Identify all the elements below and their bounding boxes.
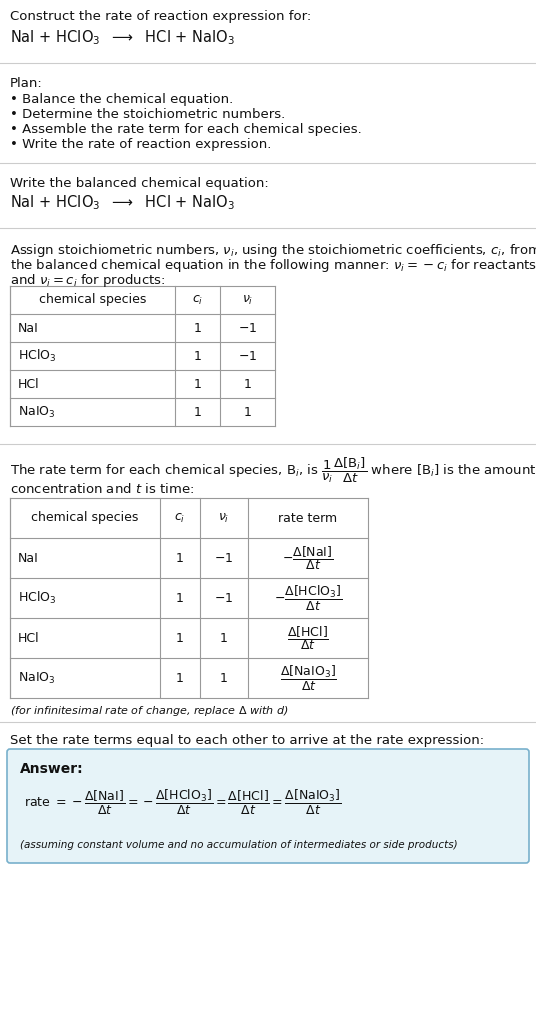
Text: Assign stoichiometric numbers, $\nu_i$, using the stoichiometric coefficients, $: Assign stoichiometric numbers, $\nu_i$, … xyxy=(10,242,536,259)
Text: $-1$: $-1$ xyxy=(214,591,234,605)
Text: $\dfrac{\Delta[\mathrm{NaIO_3}]}{\Delta t}$: $\dfrac{\Delta[\mathrm{NaIO_3}]}{\Delta … xyxy=(280,663,337,693)
Text: 1: 1 xyxy=(220,672,228,685)
Text: 1: 1 xyxy=(193,350,202,363)
Text: $-1$: $-1$ xyxy=(238,350,257,363)
Text: The rate term for each chemical species, B$_i$, is $\dfrac{1}{\nu_i}\dfrac{\Delt: The rate term for each chemical species,… xyxy=(10,456,536,486)
Text: 1: 1 xyxy=(193,405,202,419)
Text: NaI + HClO$_3$  $\longrightarrow$  HCl + NaIO$_3$: NaI + HClO$_3$ $\longrightarrow$ HCl + N… xyxy=(10,28,235,47)
Text: HClO$_3$: HClO$_3$ xyxy=(18,590,56,607)
Text: NaI: NaI xyxy=(18,552,39,565)
Text: • Balance the chemical equation.: • Balance the chemical equation. xyxy=(10,93,233,106)
Text: $\dfrac{\Delta[\mathrm{HCl}]}{\Delta t}$: $\dfrac{\Delta[\mathrm{HCl}]}{\Delta t}$ xyxy=(287,624,329,652)
Text: $-\dfrac{\Delta[\mathrm{NaI}]}{\Delta t}$: $-\dfrac{\Delta[\mathrm{NaI}]}{\Delta t}… xyxy=(282,544,334,572)
Text: Plan:: Plan: xyxy=(10,77,43,90)
Text: (for infinitesimal rate of change, replace $\Delta$ with $d$): (for infinitesimal rate of change, repla… xyxy=(10,704,289,718)
Text: rate term: rate term xyxy=(278,511,338,524)
Text: NaI + HClO$_3$  $\longrightarrow$  HCl + NaIO$_3$: NaI + HClO$_3$ $\longrightarrow$ HCl + N… xyxy=(10,193,235,211)
Text: 1: 1 xyxy=(176,632,184,644)
Text: HCl: HCl xyxy=(18,632,40,644)
Text: 1: 1 xyxy=(193,321,202,334)
Text: concentration and $t$ is time:: concentration and $t$ is time: xyxy=(10,482,194,496)
Text: $\nu_i$: $\nu_i$ xyxy=(218,511,230,524)
Text: chemical species: chemical species xyxy=(39,294,146,307)
Text: chemical species: chemical species xyxy=(31,511,139,524)
Text: Set the rate terms equal to each other to arrive at the rate expression:: Set the rate terms equal to each other t… xyxy=(10,734,484,747)
Text: Write the balanced chemical equation:: Write the balanced chemical equation: xyxy=(10,177,269,190)
Text: and $\nu_i = c_i$ for products:: and $\nu_i = c_i$ for products: xyxy=(10,272,166,289)
Text: 1: 1 xyxy=(243,405,251,419)
Text: $c_i$: $c_i$ xyxy=(174,511,185,524)
Text: $-1$: $-1$ xyxy=(238,321,257,334)
Text: HClO$_3$: HClO$_3$ xyxy=(18,347,56,364)
Text: $c_i$: $c_i$ xyxy=(192,294,203,307)
Text: HCl: HCl xyxy=(18,378,40,390)
Text: • Assemble the rate term for each chemical species.: • Assemble the rate term for each chemic… xyxy=(10,123,362,136)
Text: (assuming constant volume and no accumulation of intermediates or side products): (assuming constant volume and no accumul… xyxy=(20,840,458,850)
Text: 1: 1 xyxy=(176,672,184,685)
Text: • Determine the stoichiometric numbers.: • Determine the stoichiometric numbers. xyxy=(10,108,285,121)
Text: 1: 1 xyxy=(243,378,251,390)
Text: the balanced chemical equation in the following manner: $\nu_i = -c_i$ for react: the balanced chemical equation in the fo… xyxy=(10,257,536,274)
FancyBboxPatch shape xyxy=(7,749,529,863)
Text: $-1$: $-1$ xyxy=(214,552,234,565)
Text: 1: 1 xyxy=(176,552,184,565)
Text: NaIO$_3$: NaIO$_3$ xyxy=(18,671,56,686)
Text: 1: 1 xyxy=(220,632,228,644)
Text: $\nu_i$: $\nu_i$ xyxy=(242,294,253,307)
Text: rate $= -\dfrac{\Delta[\mathrm{NaI}]}{\Delta t} = -\dfrac{\Delta[\mathrm{HClO_3}: rate $= -\dfrac{\Delta[\mathrm{NaI}]}{\D… xyxy=(24,788,341,817)
Text: 1: 1 xyxy=(193,378,202,390)
Text: Answer:: Answer: xyxy=(20,762,84,776)
Text: • Write the rate of reaction expression.: • Write the rate of reaction expression. xyxy=(10,138,271,151)
Text: Construct the rate of reaction expression for:: Construct the rate of reaction expressio… xyxy=(10,10,311,23)
Text: NaI: NaI xyxy=(18,321,39,334)
Text: NaIO$_3$: NaIO$_3$ xyxy=(18,404,56,420)
Text: $-\dfrac{\Delta[\mathrm{HClO_3}]}{\Delta t}$: $-\dfrac{\Delta[\mathrm{HClO_3}]}{\Delta… xyxy=(274,583,342,613)
Text: 1: 1 xyxy=(176,591,184,605)
